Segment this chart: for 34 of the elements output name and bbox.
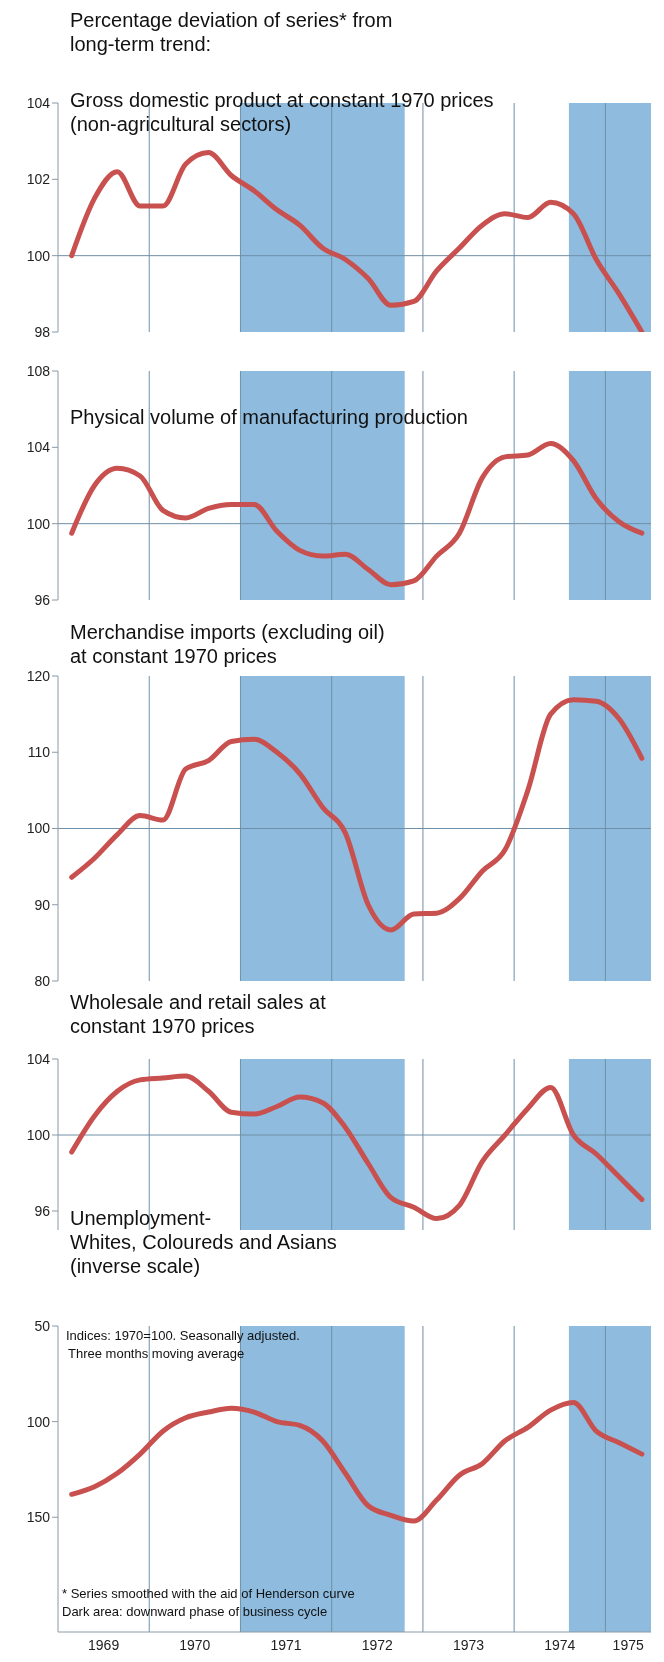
y-tick-label: 100 (26, 1413, 51, 1430)
x-tick-label: 1972 (361, 1636, 394, 1653)
y-tick-label: 104 (26, 1050, 51, 1067)
x-tick-label: 1970 (179, 1636, 211, 1653)
y-tick-label: 50 (34, 1317, 51, 1334)
x-tick-label: 1971 (270, 1636, 302, 1653)
annotation: Dark area: downward phase of business cycle (62, 1604, 328, 1620)
y-tick-label: 120 (26, 667, 51, 684)
x-tick-label: 1969 (88, 1636, 120, 1653)
y-tick-label: 96 (34, 591, 51, 608)
y-tick-label: 80 (34, 972, 51, 989)
chart-title: Wholesale and retail sales at constant 1970 prices (70, 990, 326, 1038)
y-tick-label: 98 (34, 323, 51, 340)
x-tick-label: 1974 (544, 1636, 576, 1653)
y-tick-label: 108 (26, 362, 51, 379)
y-tick-label: 150 (26, 1509, 51, 1526)
text: Percentage deviation of series* from long-term trend: (70, 8, 393, 56)
annotation: * Series smoothed with the aid of Henderson curve (62, 1586, 355, 1602)
y-tick-label: 102 (26, 171, 51, 188)
y-tick-label: 100 (26, 515, 51, 532)
y-tick-label: 104 (26, 439, 51, 456)
y-tick-label: 104 (26, 94, 51, 111)
y-tick-label: 96 (34, 1202, 51, 1219)
chart-title: Unemployment- Whites, Coloureds and Asians (inverse scale) (70, 1206, 337, 1278)
y-tick-label: 110 (27, 744, 51, 761)
y-tick-label: 90 (34, 896, 51, 913)
chart-title: Gross domestic product at constant 1970 prices (non-agricultural sectors) (70, 88, 494, 136)
x-tick-label: 1975 (612, 1636, 644, 1653)
text: Physical volume of manufacturing production (70, 405, 468, 429)
chart-title: Merchandise imports (excluding oil) at constant 1970 prices (70, 620, 385, 668)
y-tick-label: 100 (26, 1126, 51, 1143)
y-tick-label: 100 (26, 820, 51, 837)
y-tick-label: 100 (26, 247, 51, 264)
x-tick-label: 1973 (452, 1636, 485, 1653)
